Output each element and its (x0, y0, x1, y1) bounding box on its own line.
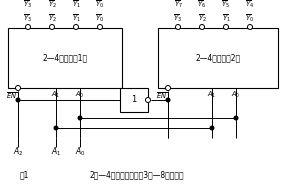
Text: $\overline{Y}_4$: $\overline{Y}_4$ (245, 0, 255, 10)
Text: $A_1$: $A_1$ (51, 146, 61, 158)
Text: $\overline{Y}_1$: $\overline{Y}_1$ (222, 12, 230, 24)
Text: $\overline{Y}_6$: $\overline{Y}_6$ (198, 0, 207, 10)
Bar (120, 88, 148, 112)
Text: 2线—4线译码器扩展成3线—8线译码器: 2线—4线译码器扩展成3线—8线译码器 (90, 170, 185, 180)
Circle shape (16, 85, 20, 90)
Text: $\overline{Y}_0$: $\overline{Y}_0$ (245, 12, 255, 24)
Text: $\overline{Y}_7$: $\overline{Y}_7$ (173, 0, 183, 10)
Text: $\overline{Y}_0$: $\overline{Y}_0$ (95, 12, 105, 24)
Text: $A_0$: $A_0$ (75, 146, 85, 158)
Circle shape (25, 25, 31, 29)
Text: $\overline{Y}_3$: $\overline{Y}_3$ (23, 0, 33, 10)
Text: $\overline{Y}_2$: $\overline{Y}_2$ (48, 12, 57, 24)
Text: $\overline{Y}_3$: $\overline{Y}_3$ (23, 12, 33, 24)
Text: $\overline{Y}_1$: $\overline{Y}_1$ (72, 12, 80, 24)
Text: $\overline{Y}_2$: $\overline{Y}_2$ (198, 12, 207, 24)
Text: 1: 1 (131, 96, 137, 105)
Text: $\overline{Y}_3$: $\overline{Y}_3$ (173, 12, 183, 24)
Text: $A_0$: $A_0$ (75, 90, 85, 100)
Circle shape (200, 25, 205, 29)
Circle shape (234, 116, 238, 120)
Circle shape (54, 126, 58, 130)
Bar (8, 28, 122, 88)
Text: $A_2$: $A_2$ (13, 146, 23, 158)
Text: 图1: 图1 (20, 170, 29, 180)
Text: $\overline{Y}_0$: $\overline{Y}_0$ (95, 0, 105, 10)
Text: $\overline{EN}$: $\overline{EN}$ (6, 91, 17, 101)
Text: $A_0$: $A_0$ (231, 90, 241, 100)
Text: $\overline{EN}$: $\overline{EN}$ (156, 91, 167, 101)
Circle shape (166, 85, 170, 90)
Bar (158, 28, 278, 88)
Circle shape (74, 25, 78, 29)
Circle shape (210, 126, 214, 130)
Circle shape (224, 25, 228, 29)
Text: 2—4译码器（1）: 2—4译码器（1） (42, 53, 87, 63)
Circle shape (175, 25, 181, 29)
Text: $\overline{Y}_1$: $\overline{Y}_1$ (72, 0, 80, 10)
Text: $\overline{Y}_5$: $\overline{Y}_5$ (222, 0, 231, 10)
Circle shape (166, 98, 170, 102)
Text: 2—4译码器（2）: 2—4译码器（2） (196, 53, 241, 63)
Circle shape (16, 98, 20, 102)
Text: $A_1$: $A_1$ (51, 90, 61, 100)
Text: $A_1$: $A_1$ (207, 90, 217, 100)
Circle shape (248, 25, 252, 29)
Circle shape (78, 116, 82, 120)
Circle shape (50, 25, 55, 29)
Circle shape (98, 25, 102, 29)
Circle shape (145, 98, 151, 103)
Text: $\overline{Y}_2$: $\overline{Y}_2$ (48, 0, 57, 10)
